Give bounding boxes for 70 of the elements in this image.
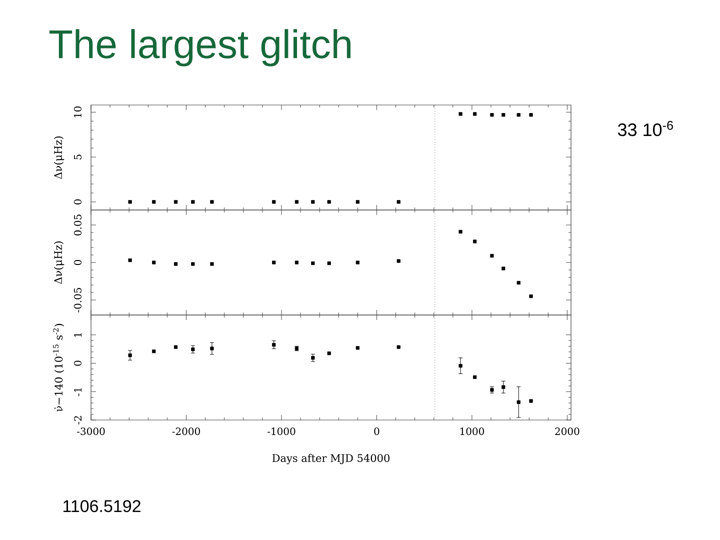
point [356, 200, 360, 204]
point [516, 113, 520, 117]
point [458, 112, 462, 116]
y-tick-label: 0.05 [74, 214, 82, 236]
point [191, 262, 195, 266]
point [210, 346, 214, 350]
point [128, 258, 132, 262]
point [272, 343, 276, 347]
point [152, 200, 156, 204]
y-axis-title: ν̇−140 (10$^{-15}$ s$^{-2}$) [53, 324, 64, 412]
point [356, 346, 360, 350]
point [502, 113, 506, 117]
y-tick-label: -0.05 [74, 288, 82, 312]
point [458, 364, 462, 368]
point [396, 200, 400, 204]
point [210, 200, 214, 204]
point [311, 200, 315, 204]
point [191, 200, 195, 204]
point [174, 200, 178, 204]
x-tick-label: -3000 [77, 428, 105, 436]
point [516, 400, 520, 404]
y-tick-label: 0 [74, 260, 82, 266]
point [272, 200, 276, 204]
y-tick-label: -2 [74, 416, 82, 424]
y-axis-title: Δν(μHz) [54, 136, 64, 179]
chart-title: The largest glitch [49, 29, 350, 66]
x-tick-label: -2000 [172, 428, 200, 436]
point [327, 352, 331, 356]
point [152, 350, 156, 354]
y-tick-label: 0 [74, 199, 82, 204]
y-tick-label: 5 [74, 154, 82, 160]
point [128, 200, 132, 204]
text: 33 10$^{-6}$ [618, 120, 673, 136]
text: 1106.5192 [64, 500, 140, 512]
y-tick-label: 0 [74, 360, 82, 366]
point [490, 254, 494, 258]
point [473, 240, 477, 244]
x-axis-title: Days after MJD 54000 [272, 454, 390, 464]
point [356, 260, 360, 264]
x-tick-label: 1000 [460, 428, 484, 436]
y-tick-label: -1 [74, 388, 82, 396]
point [529, 294, 533, 298]
point [502, 266, 506, 270]
y-tick-label: 1 [74, 333, 82, 337]
point [311, 261, 315, 266]
point [473, 375, 477, 379]
x-tick-label: 2000 [555, 428, 580, 436]
point [210, 262, 214, 266]
point [490, 113, 494, 117]
point [294, 260, 299, 264]
point [529, 113, 533, 117]
x-tick-label: 0 [374, 428, 380, 436]
point [502, 385, 506, 389]
point [294, 200, 299, 204]
point [128, 354, 132, 358]
point [152, 260, 156, 264]
x-tick-label: -1000 [268, 428, 296, 436]
y-axis-title: Δν(μHz) [54, 241, 64, 284]
point [473, 112, 477, 116]
point [272, 260, 276, 264]
point [529, 399, 533, 403]
point [396, 259, 400, 263]
point [327, 261, 331, 266]
point [174, 262, 178, 266]
point [396, 345, 400, 349]
point [174, 345, 178, 349]
point [327, 200, 331, 204]
point [458, 230, 462, 234]
y-tick-label: 10 [74, 106, 82, 118]
point [516, 280, 520, 285]
